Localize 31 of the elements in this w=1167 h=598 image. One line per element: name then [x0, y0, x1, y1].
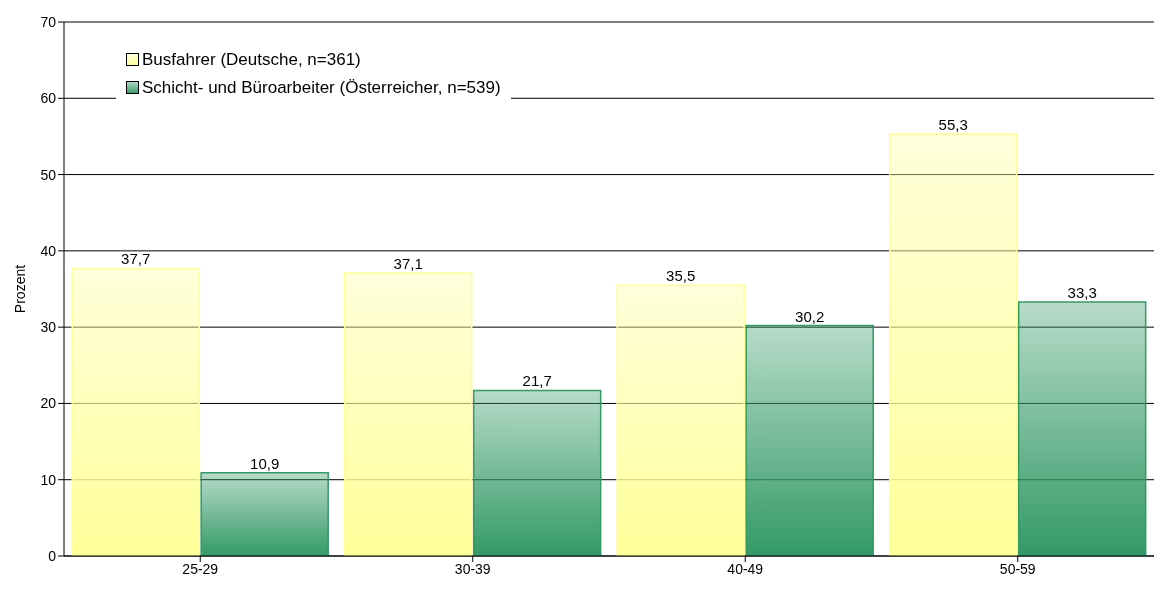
x-tick-label: 25-29	[182, 560, 219, 577]
data-label: 10,9	[250, 454, 280, 472]
data-label: 33,3	[1067, 283, 1097, 301]
bar	[200, 472, 329, 556]
bar	[616, 284, 745, 556]
bar	[888, 133, 1018, 556]
bar	[472, 389, 602, 556]
data-label: 37,1	[393, 254, 423, 272]
bar	[1017, 301, 1147, 556]
bar	[343, 272, 473, 556]
data-label: 37,7	[121, 250, 151, 268]
bar	[71, 267, 200, 556]
y-tick-label: 10	[40, 471, 57, 488]
x-tick-label: 40-49	[727, 560, 764, 577]
legend-label: Busfahrer (Deutsche, n=361)	[142, 50, 361, 70]
y-tick-label: 40	[40, 242, 57, 259]
data-label: 35,5	[666, 267, 696, 285]
legend-label: Schicht- und Büroarbeiter (Österreicher, n=539)	[142, 78, 501, 98]
y-tick-label: 30	[40, 319, 57, 336]
y-tick-label: 60	[40, 90, 57, 107]
y-axis-title: Prozent	[11, 264, 28, 314]
x-tick-label: 50-59	[999, 560, 1036, 577]
bar	[745, 324, 874, 556]
x-tick-label: 30-39	[454, 560, 491, 577]
data-label: 21,7	[522, 372, 552, 390]
data-label: 30,2	[795, 307, 825, 325]
y-tick-label: 20	[40, 395, 57, 412]
y-tick-label: 70	[40, 13, 57, 30]
y-tick-label: 0	[48, 547, 57, 564]
y-tick-label: 50	[40, 166, 57, 183]
data-label: 55,3	[938, 116, 968, 134]
